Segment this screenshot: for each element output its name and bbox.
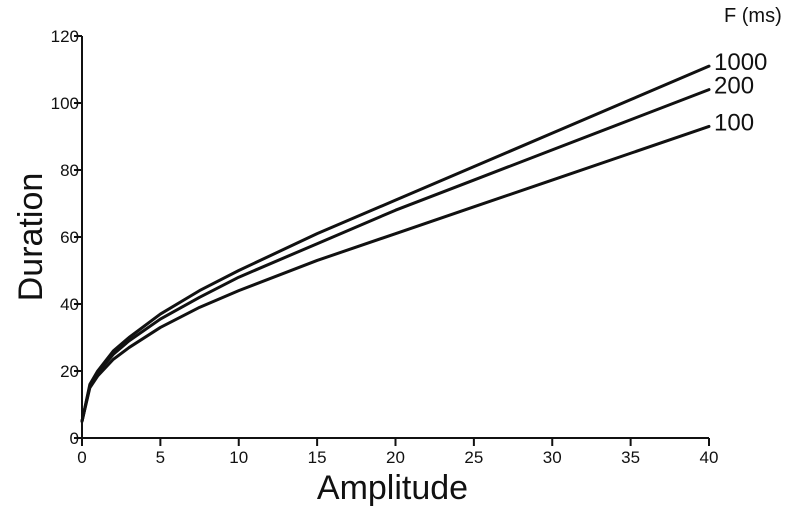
y-tick-label: 100 [51, 94, 79, 113]
series-lines [80, 64, 711, 423]
series-line-200 [80, 88, 711, 423]
series-line-100 [80, 124, 711, 423]
series-label-200: 200 [714, 73, 754, 100]
x-tick-label: 30 [543, 448, 562, 467]
y-tick-label: 20 [60, 362, 79, 381]
x-tick-label: 15 [308, 448, 327, 467]
y-tick-label: 0 [70, 429, 79, 448]
y-axis-ticks: 0 20 40 60 80 100 120 [51, 27, 82, 448]
y-tick-label: 60 [60, 228, 79, 247]
y-tick-label: 40 [60, 295, 79, 314]
series-label-1000: 1000 [714, 49, 767, 76]
x-tick-label: 10 [229, 448, 248, 467]
x-tick-label: 0 [77, 448, 86, 467]
series-label-100: 100 [714, 109, 754, 136]
x-tick-label: 25 [464, 448, 483, 467]
y-tick-label: 120 [51, 27, 79, 46]
x-tick-label: 20 [386, 448, 405, 467]
y-tick-label: 80 [60, 161, 79, 180]
x-axis-ticks: 0 5 10 15 20 25 30 35 40 [77, 438, 718, 467]
x-tick-label: 40 [700, 448, 719, 467]
legend-title: F (ms) [724, 5, 782, 27]
y-axis-title: Duration [12, 173, 50, 302]
series-line-1000 [80, 64, 711, 423]
x-tick-label: 5 [156, 448, 165, 467]
axes: 0 5 10 15 20 25 30 35 40 0 20 40 60 80 100 120 [51, 27, 719, 467]
x-tick-label: 35 [621, 448, 640, 467]
x-axis-title: Amplitude [317, 469, 468, 507]
